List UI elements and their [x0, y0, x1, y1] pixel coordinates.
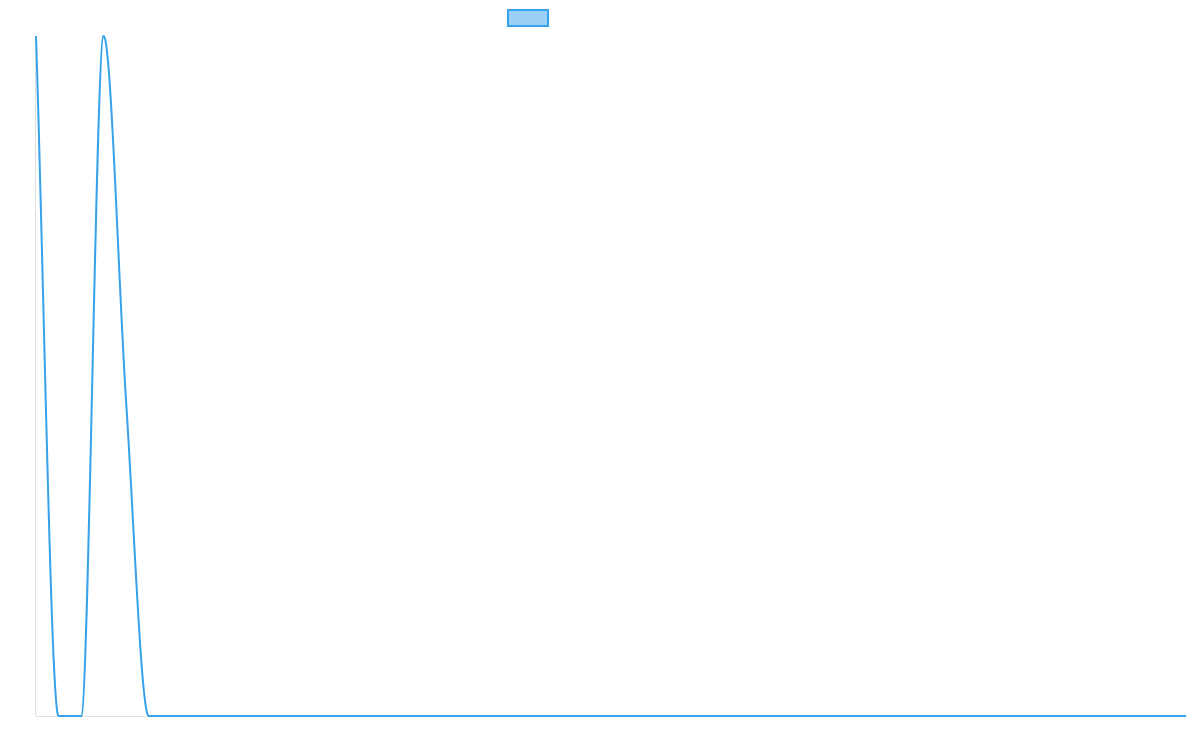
series-line [35, 34, 1186, 717]
legend-swatch[interactable] [507, 9, 549, 27]
